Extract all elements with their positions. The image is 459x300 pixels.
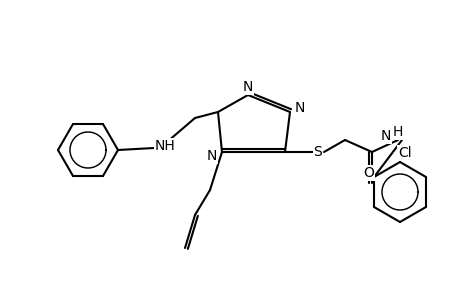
Text: N: N bbox=[294, 101, 304, 115]
Text: Cl: Cl bbox=[397, 146, 411, 160]
Text: S: S bbox=[313, 145, 322, 159]
Text: N: N bbox=[242, 80, 252, 94]
Text: NH: NH bbox=[154, 139, 175, 153]
Text: N: N bbox=[380, 129, 390, 143]
Text: N: N bbox=[207, 149, 217, 163]
Text: O: O bbox=[363, 166, 374, 180]
Text: H: H bbox=[392, 125, 402, 139]
